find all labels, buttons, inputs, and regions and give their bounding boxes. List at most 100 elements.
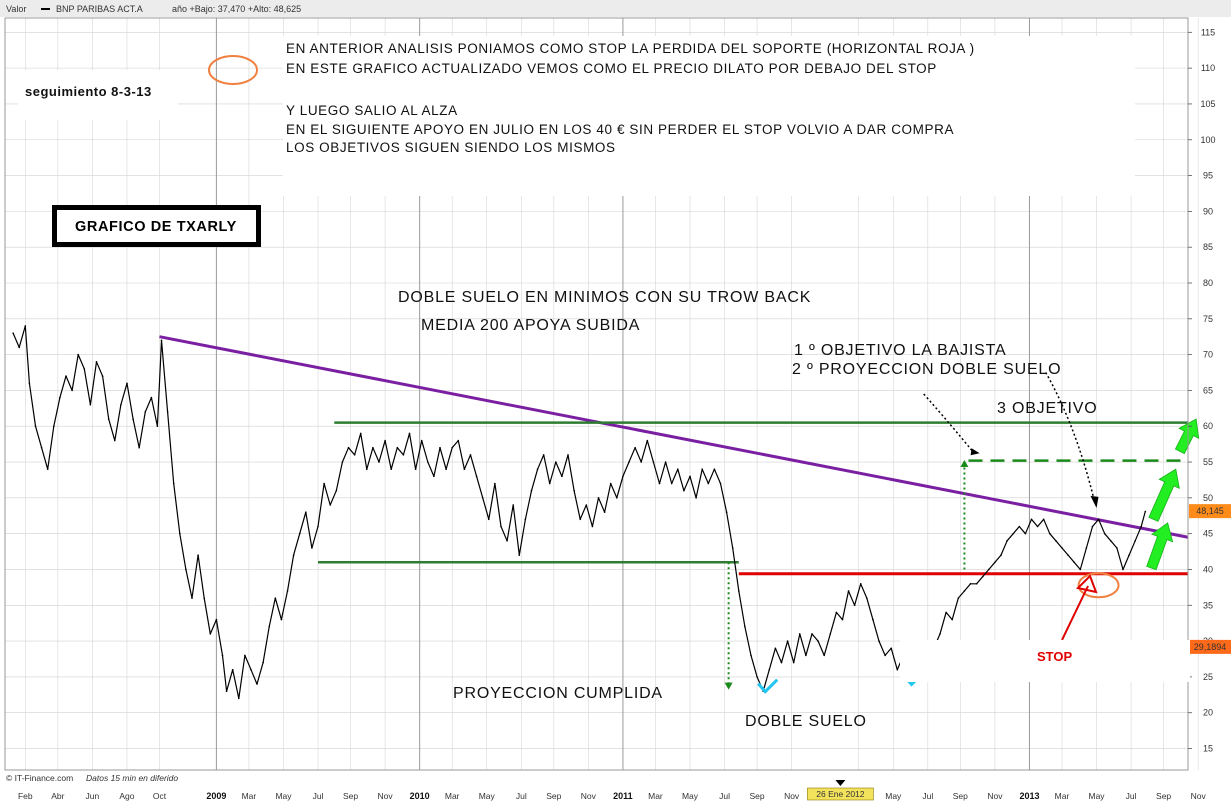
price-point <box>335 489 338 492</box>
price-point <box>203 597 205 599</box>
y-tick-label: 105 <box>1200 99 1215 109</box>
price-point <box>451 446 453 449</box>
annotation-doble-suelo-minimos: DOBLE SUELO EN MINIMOS CON SU TROW BACK <box>398 289 811 306</box>
price-point <box>34 425 37 428</box>
author-label: GRAFICO DE TXARLY <box>75 219 237 235</box>
green-arrow-2 <box>1148 468 1180 522</box>
price-point <box>292 554 295 556</box>
price-point <box>372 446 374 449</box>
price-point <box>1030 518 1033 521</box>
price-point <box>994 561 996 564</box>
price-point <box>1055 540 1057 542</box>
x-tick-label: Jul <box>1126 791 1137 801</box>
price-point <box>798 633 801 635</box>
price-point <box>107 418 110 420</box>
price-point <box>1140 525 1143 528</box>
price-point <box>89 403 92 406</box>
footer-delay: Datos 15 min en diferido <box>86 773 178 783</box>
annotation-objetivo-3: 3 OBJETIVO <box>997 400 1097 417</box>
price-point <box>750 654 752 657</box>
price-point <box>1067 554 1069 556</box>
header-note: Y LUEGO SALIO AL ALZA <box>286 103 458 118</box>
price-point <box>707 482 710 485</box>
price-point <box>256 683 258 685</box>
price-point <box>512 504 514 506</box>
price-point <box>939 633 941 635</box>
price-point <box>144 411 147 413</box>
price-point <box>780 661 783 664</box>
price-point <box>1134 540 1136 542</box>
price-point <box>237 697 240 700</box>
price-point <box>536 468 539 471</box>
price-point <box>616 497 618 499</box>
price-point <box>191 597 193 599</box>
price-badge-label: 29,1894 <box>1194 642 1227 652</box>
stop-arrow-head <box>1076 574 1098 594</box>
checkmark-low-1 <box>757 678 779 694</box>
price-point <box>250 668 252 671</box>
price-point <box>1061 547 1063 549</box>
y-tick-label: 110 <box>1201 63 1215 73</box>
price-point <box>197 554 199 556</box>
price-point <box>445 468 447 471</box>
price-point <box>701 468 703 471</box>
notes-panel <box>283 36 1135 196</box>
price-point <box>634 446 636 449</box>
price-point <box>737 590 740 592</box>
header-valor-label: Valor <box>6 4 26 14</box>
x-tick-label: Nov <box>784 791 800 801</box>
price-point <box>689 475 691 478</box>
plot-frame <box>4 17 1189 771</box>
price-point <box>640 461 643 463</box>
price-point <box>1000 554 1002 556</box>
price-point <box>433 475 435 478</box>
price-point <box>225 690 228 693</box>
price-point <box>542 454 545 456</box>
price-point <box>329 504 332 506</box>
price-point <box>359 432 362 435</box>
price-point <box>262 661 264 664</box>
x-tick-label: Nov <box>987 791 1003 801</box>
y-tick-label: 115 <box>1201 27 1215 37</box>
price-point <box>847 590 850 592</box>
price-point <box>59 396 61 399</box>
orange-circle-legend <box>208 55 258 85</box>
date-marker-box <box>807 787 874 801</box>
footer-source: © IT-Finance.com <box>6 773 73 783</box>
price-point <box>378 461 380 463</box>
price-point <box>280 618 283 621</box>
price-point <box>298 532 301 535</box>
annotation-media-200: MEDIA 200 APOYA SUBIDA <box>421 317 640 334</box>
price-point <box>1012 532 1014 535</box>
price-point <box>792 661 795 664</box>
date-marker-label: 26 Ene 2012 <box>816 789 864 799</box>
price-point <box>150 396 153 399</box>
green-arrow-1 <box>1146 522 1174 571</box>
header-bar <box>0 0 1231 17</box>
x-tick-label: Ago <box>119 791 134 801</box>
price-point <box>1103 532 1106 535</box>
price-point <box>286 590 289 592</box>
price-badge <box>1189 639 1231 654</box>
y-tick-label: 75 <box>1203 314 1213 324</box>
price-badge-label: 48,145 <box>1196 506 1224 516</box>
price-point <box>475 475 478 478</box>
price-point <box>126 382 128 385</box>
price-point <box>652 461 655 463</box>
y-tick-label: 15 <box>1203 744 1213 754</box>
x-tick-label: Nov <box>1191 791 1207 801</box>
stop-arrow-shaft <box>1061 585 1089 641</box>
price-point <box>347 446 350 449</box>
y-tick-label: 45 <box>1203 529 1213 539</box>
x-tick-label: Mar <box>242 791 257 801</box>
price-point <box>597 497 600 499</box>
series-swatch <box>41 8 50 10</box>
price-point <box>95 360 98 363</box>
date-marker-arrow <box>835 780 846 786</box>
price-point <box>841 618 844 621</box>
price-point <box>628 461 630 463</box>
price-point <box>353 454 356 456</box>
y-tick-label: 35 <box>1203 600 1213 610</box>
y-tick-label: 50 <box>1203 493 1213 503</box>
